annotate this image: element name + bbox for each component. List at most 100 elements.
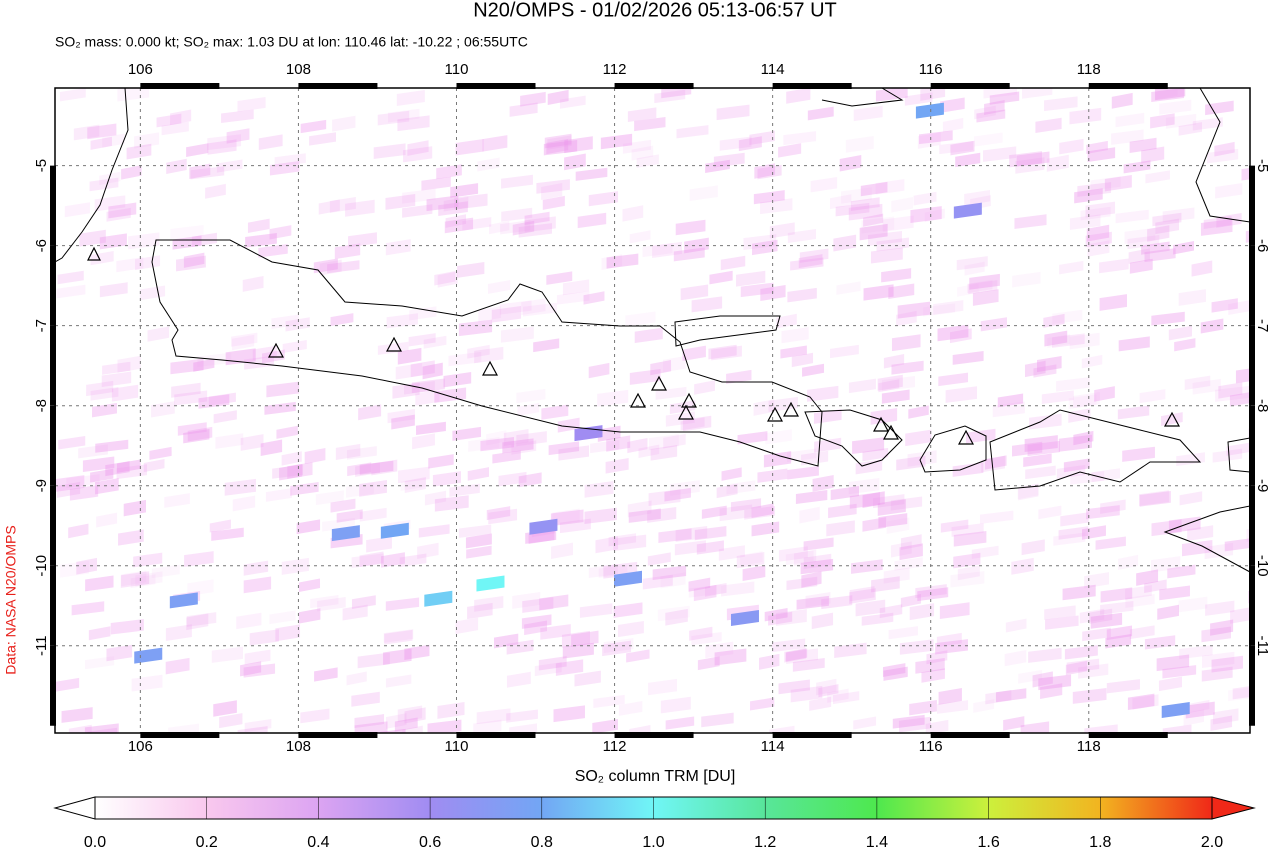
texture-cell (345, 482, 374, 498)
texture-cell (832, 691, 860, 705)
subtitle: SO₂ mass: 0.000 kt; SO₂ max: 1.03 DU at … (55, 34, 528, 50)
texture-cell (778, 679, 810, 695)
texture-cell (765, 429, 792, 445)
texture-cell (1168, 325, 1192, 341)
texture-cell (1159, 585, 1190, 601)
texture-cell (915, 584, 947, 599)
texture-cell (1087, 240, 1110, 257)
texture-cell (500, 326, 534, 343)
texture-cell (1104, 174, 1132, 192)
texture-cell (821, 595, 853, 610)
texture-cell (769, 222, 795, 239)
texture-cell (170, 225, 204, 240)
texture-cell (317, 596, 346, 612)
texture-cell (790, 257, 824, 271)
texture-cell (787, 448, 817, 463)
texture-cell (663, 433, 686, 449)
texture-cell (957, 565, 980, 581)
texture-cell (1232, 686, 1250, 700)
texture-cell (811, 612, 834, 630)
so2-pixel (1161, 701, 1190, 718)
texture-cell (427, 719, 462, 733)
texture-cell (186, 143, 209, 158)
texture-cell (184, 551, 214, 567)
texture-cell (795, 490, 828, 504)
y-tick-label: -5 (33, 159, 50, 172)
texture-cell (900, 594, 922, 608)
texture-cell (790, 685, 823, 703)
texture-cell (1027, 440, 1060, 457)
texture-cell (882, 215, 914, 232)
texture-cell (737, 431, 768, 445)
texture-cell (550, 509, 584, 527)
texture-cell (718, 545, 745, 561)
texture-cell (1016, 151, 1050, 167)
texture-cell (387, 408, 415, 424)
texture-cell (1032, 671, 1053, 688)
texture-cell (872, 494, 905, 509)
texture-cell (956, 256, 988, 271)
texture-cell (143, 459, 165, 473)
texture-cell (1151, 519, 1182, 537)
so2-pixel (424, 590, 453, 607)
texture-cell (543, 139, 578, 156)
texture-cell (933, 300, 964, 315)
texture-cell (657, 605, 690, 622)
colorbar-tick-label: 0.2 (196, 834, 218, 851)
texture-cell (342, 604, 368, 621)
texture-cell (1215, 182, 1243, 199)
texture-cell (807, 385, 839, 402)
texture-cell (799, 248, 829, 263)
texture-cell (187, 579, 214, 597)
texture-cell (1218, 382, 1243, 399)
texture-cell (237, 96, 266, 112)
so2-pixel (730, 609, 759, 626)
texture-cell (877, 499, 906, 516)
texture-cell (803, 553, 832, 570)
texture-cell (480, 436, 514, 452)
texture-cell (981, 455, 1005, 473)
texture-cell (951, 523, 984, 537)
texture-cell (90, 136, 112, 150)
texture-cell (1229, 392, 1250, 407)
texture-cell (1191, 260, 1213, 277)
texture-cell (101, 371, 132, 388)
texture-cell (467, 344, 490, 359)
texture-cell (1132, 694, 1159, 710)
texture-cell (613, 534, 647, 552)
texture-cell (786, 88, 811, 104)
texture-cell (942, 117, 964, 133)
texture-cell (631, 145, 654, 161)
texture-cell (345, 199, 375, 217)
texture-cell (1069, 214, 1101, 230)
texture-cell (1095, 536, 1126, 550)
texture-cell (269, 610, 296, 625)
texture-cell (1201, 666, 1233, 682)
texture-cell (1178, 596, 1208, 613)
texture-cell (588, 362, 610, 379)
texture-cell (243, 560, 269, 576)
texture-cell (964, 189, 991, 206)
texture-cell (422, 362, 443, 380)
texture-cell (868, 230, 902, 246)
texture-cell (1044, 605, 1076, 620)
volcano (267, 342, 285, 358)
texture-cell (848, 478, 880, 495)
texture-cell (1021, 539, 1045, 556)
texture-cell (71, 601, 105, 616)
texture-cell (397, 115, 430, 132)
texture-cell (1086, 140, 1108, 155)
texture-cell (87, 123, 117, 140)
texture-cell (796, 595, 829, 610)
texture-cell (1058, 434, 1092, 452)
texture-cell (458, 319, 493, 337)
texture-cell (1188, 699, 1210, 714)
texture-cell (750, 697, 775, 711)
texture-cell (1056, 464, 1086, 479)
texture-cell (383, 648, 412, 665)
texture-cell (174, 390, 208, 406)
texture-cell (757, 164, 782, 180)
so2-pixel (134, 647, 163, 664)
texture-cell (1201, 651, 1235, 668)
texture-cell (803, 537, 834, 551)
